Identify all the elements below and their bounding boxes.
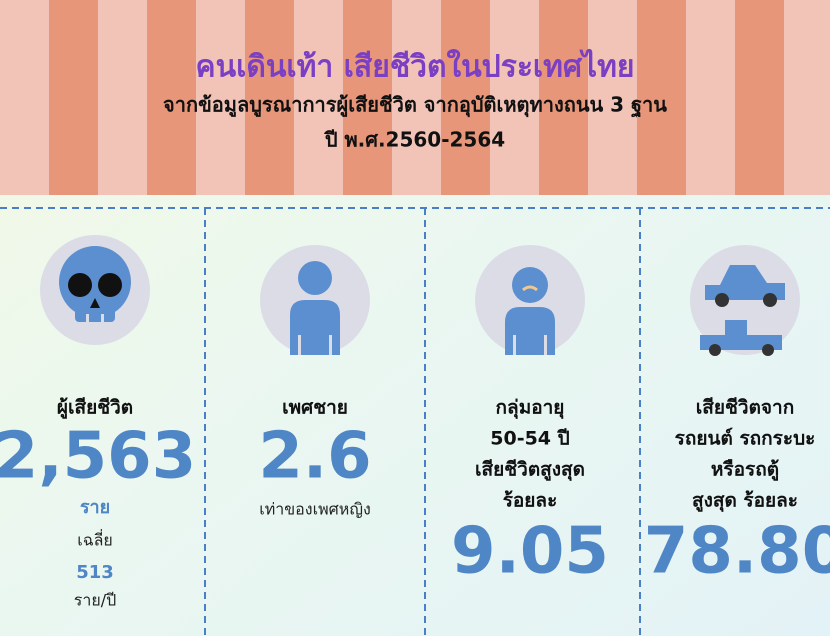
stripe (343, 0, 392, 195)
stripe (784, 0, 830, 195)
stripe (637, 0, 686, 195)
title: คนเดินเท้า เสียชีวิตในประเทศไทย (196, 49, 635, 85)
average: 513 (76, 562, 114, 583)
male-icon (260, 245, 370, 355)
stripe (245, 0, 294, 195)
panel-label: 50-54 ปี (490, 428, 569, 450)
stripe (392, 0, 441, 195)
years: ปี พ.ศ.2560-2564 (324, 128, 506, 152)
header-banner (0, 0, 830, 195)
unit: ราย (80, 497, 110, 518)
panel-label: เสียชีวิตจาก (696, 397, 794, 419)
big-number: 2.6 (258, 420, 371, 494)
stripe (0, 0, 49, 195)
average-unit: ราย/ปี (74, 591, 117, 610)
panel-label: เพศชาย (282, 397, 348, 419)
panel-label: กลุ่มอายุ (496, 397, 565, 420)
panel-label: รถยนต์ รถกระบะ (675, 428, 816, 450)
panel-label: สูงสุด ร้อยละ (692, 490, 798, 513)
panel-label: ผู้เสียชีวิต (57, 397, 133, 420)
stripe (49, 0, 98, 195)
big-number: 2,563 (0, 420, 196, 494)
stripe (539, 0, 588, 195)
panel-label: ร้อยละ (503, 490, 558, 512)
elder-icon (475, 245, 585, 355)
stripe (490, 0, 539, 195)
car-icon (690, 245, 800, 356)
stripe (98, 0, 147, 195)
panel-label: เสียชีวิตสูงสุด (475, 459, 585, 482)
subtitle: จากข้อมูลบูรณาการผู้เสียชีวิต จากอุบัติเ… (163, 93, 667, 119)
big-number: 9.05 (451, 515, 609, 589)
note: เท่าของเพศหญิง (259, 500, 371, 519)
stripe (441, 0, 490, 195)
skull-icon (40, 235, 150, 345)
stripe (735, 0, 784, 195)
stripe (294, 0, 343, 195)
stripe (196, 0, 245, 195)
stripe (147, 0, 196, 195)
big-number: 78.80 (644, 515, 830, 589)
note: เฉลี่ย (77, 529, 113, 550)
stripe (686, 0, 735, 195)
panel-label: หรือรถตู้ (711, 459, 779, 482)
stripe (588, 0, 637, 195)
